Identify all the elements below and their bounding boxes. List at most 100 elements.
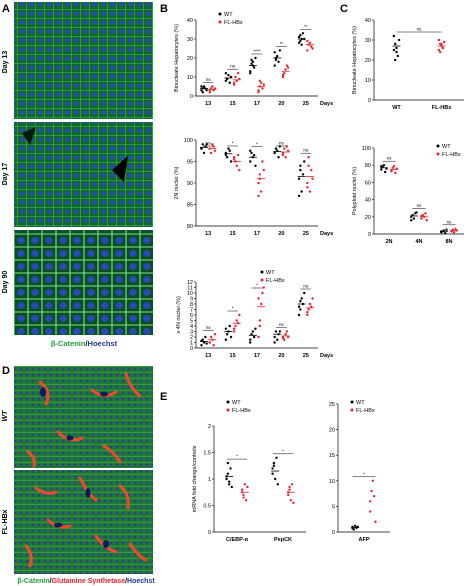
x-tick-label: 20 [278, 231, 284, 237]
sig-label: ns [279, 141, 285, 146]
y-tick-label: 1 [208, 477, 211, 483]
micrograph-day17 [14, 122, 153, 227]
y-tick-label: 6 [190, 313, 193, 319]
data-point [445, 228, 448, 231]
data-point [370, 489, 373, 493]
data-point [249, 70, 252, 73]
chart-e2: 0 5 10 15 20 25 AFP * WT FL-HBx [329, 400, 390, 543]
x-tick-label: 13 [205, 353, 211, 359]
data-point [213, 333, 217, 336]
data-point [412, 217, 416, 220]
data-point [392, 48, 396, 52]
sig-label: * [256, 141, 258, 146]
y-tick-label: 25 [329, 402, 335, 408]
data-point [276, 483, 279, 486]
chart-b1: 0 10 20 30 40 Binucleate Hepatocytes (%) 13 ns 1… [174, 12, 333, 107]
data-point [200, 89, 203, 92]
data-point [278, 49, 282, 52]
data-point [308, 302, 312, 306]
data-point [371, 479, 375, 482]
data-point [232, 83, 236, 86]
data-point [235, 319, 238, 322]
data-point [249, 72, 252, 75]
y-tick-label: 4 [190, 324, 193, 330]
x-tick-label: 25 [303, 101, 309, 107]
data-point [261, 291, 264, 295]
data-point [246, 485, 249, 489]
data-point [204, 335, 207, 339]
data-point [310, 305, 313, 308]
data-point [236, 153, 240, 157]
data-point [205, 342, 208, 345]
x-tick-label: PepCK [274, 537, 292, 543]
legend-marker-wt [218, 12, 222, 16]
data-point [276, 338, 279, 341]
data-point [307, 156, 310, 159]
data-point [209, 151, 213, 155]
data-point [261, 87, 264, 90]
data-point [272, 464, 276, 467]
x-tick-label: AFP [359, 537, 370, 543]
data-point [441, 46, 444, 50]
y-tick-label: 3 [190, 330, 193, 336]
data-point [281, 336, 285, 340]
caption-a-green: β-Catenin [51, 339, 86, 348]
y-tick-label: 8 [190, 302, 193, 308]
data-point [425, 219, 428, 222]
data-point [300, 190, 303, 193]
y-tick-label: 30 [365, 38, 371, 44]
data-point [213, 149, 217, 152]
legend-label-hbx: FL-HBx [266, 278, 285, 284]
data-point [397, 38, 401, 42]
chart-b2: 80 85 90 95 100 2N nuclei (%) 13 ns 15 * 17 * 20 ns 25… [174, 138, 333, 237]
x-tick-label: WT [392, 105, 401, 111]
y-axis-label: Binucleate Hepatocytes (%) [174, 24, 180, 92]
data-point [259, 302, 263, 306]
panel-e-letter: E [160, 391, 167, 403]
data-point [306, 186, 309, 189]
data-point [227, 483, 231, 486]
y-tick-label: 1.5 [203, 451, 211, 457]
y-tick-label: 7 [190, 308, 193, 314]
data-point [303, 160, 306, 163]
data-point [200, 85, 203, 88]
legend-label-wt: WT [442, 144, 451, 150]
data-point [299, 39, 302, 43]
portal-vein [22, 127, 36, 145]
chart-e1: 0 0.5 1 1.5 2 mRNA fold change/controls C/EBP-… [192, 400, 306, 543]
legend-label-hbx: FL-HBx [232, 408, 251, 414]
chart-c2: 0 20 40 60 80 100 Polyploid nuclei (%) 2N ns 4N ns… [352, 144, 464, 245]
y-tick-label: 100 [362, 146, 371, 152]
y-tick-label: 90 [187, 181, 193, 187]
data-point [224, 79, 228, 83]
data-point [238, 168, 241, 172]
data-point [287, 493, 290, 497]
data-point [306, 181, 309, 185]
legend: WT FL-HBx [260, 270, 285, 284]
data-point [452, 231, 456, 234]
legend-label-hbx: FL-HBx [442, 152, 461, 158]
sig-label: ns [206, 77, 212, 82]
data-point [252, 153, 256, 157]
data-point [311, 297, 314, 300]
data-point [300, 43, 303, 46]
sig-label: * [363, 471, 365, 476]
data-point [272, 461, 276, 465]
data-point [257, 89, 260, 92]
y-tick-label: 10 [329, 479, 335, 485]
data-point [278, 330, 282, 333]
data-point [262, 286, 265, 289]
x-tick-label: 20 [278, 353, 284, 359]
panel-d-images [14, 366, 153, 574]
day13-label: Day 13 [2, 51, 9, 74]
data-point [235, 164, 238, 167]
caption-a-sep: / [85, 339, 88, 348]
sig-label: **** [253, 49, 260, 54]
data-point [277, 156, 280, 159]
data-point [259, 190, 263, 193]
data-point [273, 151, 276, 155]
sig-label: ns [417, 27, 423, 32]
data-point [251, 60, 255, 63]
y-axis-label: Binucleate Hepatocytes (%) [352, 26, 358, 94]
data-point [211, 143, 214, 146]
